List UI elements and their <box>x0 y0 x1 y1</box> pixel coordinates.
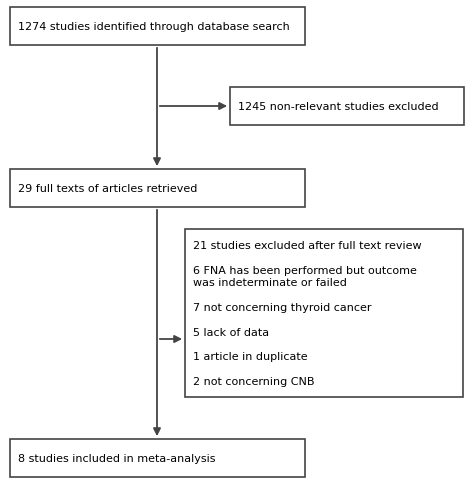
Bar <box>10 439 305 477</box>
Bar <box>10 8 305 46</box>
Text: 21 studies excluded after full text review

6 FNA has been performed but outcome: 21 studies excluded after full text revi… <box>193 240 422 386</box>
Bar <box>10 170 305 207</box>
Text: 29 full texts of articles retrieved: 29 full texts of articles retrieved <box>18 183 197 194</box>
Text: 8 studies included in meta-analysis: 8 studies included in meta-analysis <box>18 453 216 463</box>
Text: 1245 non-relevant studies excluded: 1245 non-relevant studies excluded <box>238 102 438 112</box>
Bar <box>230 88 464 126</box>
Text: 1274 studies identified through database search: 1274 studies identified through database… <box>18 22 290 32</box>
Bar <box>185 229 463 397</box>
